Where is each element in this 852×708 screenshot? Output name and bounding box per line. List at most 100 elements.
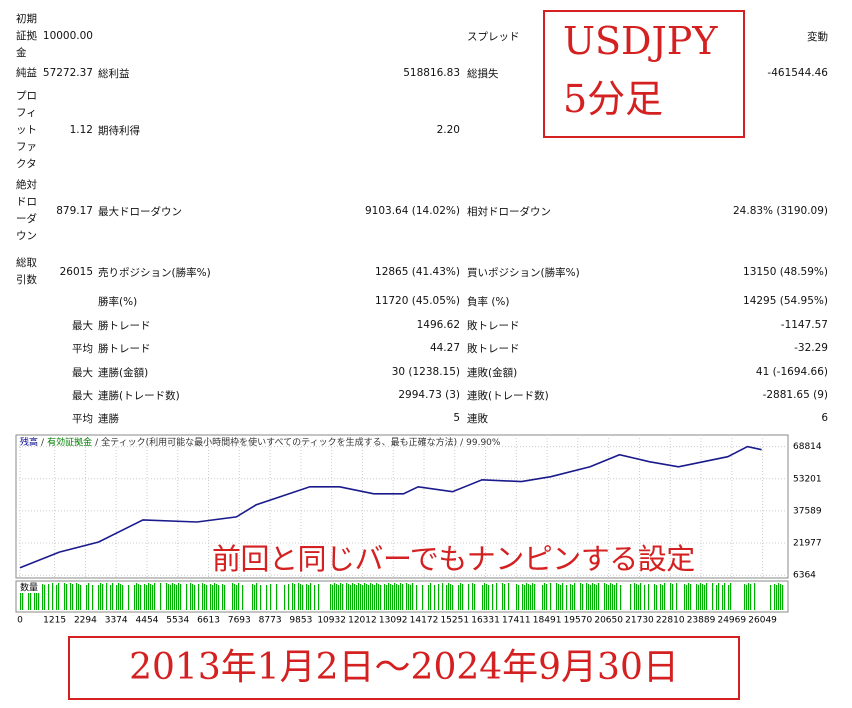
volume-bar xyxy=(128,585,130,610)
x-tick-label: 7693 xyxy=(228,616,251,626)
x-tick-label: 1215 xyxy=(43,616,66,626)
volume-bar xyxy=(562,583,564,610)
volume-bar xyxy=(384,584,386,610)
volume-bar xyxy=(152,585,154,610)
volume-bar xyxy=(28,583,30,610)
volume-bar xyxy=(222,584,224,610)
row-label: 初期証拠金 xyxy=(16,12,37,59)
value: -1147.57 xyxy=(780,319,828,331)
y-tick-label: 6364 xyxy=(793,571,816,581)
volume-bar xyxy=(442,583,444,610)
volume-bar xyxy=(526,583,528,610)
y-tick-label: 21977 xyxy=(793,539,822,549)
volume-bar xyxy=(598,583,600,610)
volume-bar xyxy=(160,583,162,610)
volume-bar xyxy=(206,585,208,610)
volume-bar xyxy=(496,583,498,610)
label: スプレッド xyxy=(467,30,520,43)
volume-bar xyxy=(266,585,268,610)
volume-bar xyxy=(36,584,38,610)
y-tick-label: 37589 xyxy=(793,506,822,516)
volume-bar xyxy=(372,584,374,610)
volume-bar xyxy=(636,584,638,610)
volume-bar xyxy=(474,584,476,610)
y-tick-label: 68814 xyxy=(793,442,822,452)
volume-bar xyxy=(400,583,402,610)
volume-bar xyxy=(342,584,344,610)
row-value: 10000.00 xyxy=(42,30,93,42)
plot-frame xyxy=(15,434,789,579)
volume-bar xyxy=(750,584,752,610)
volume-bar xyxy=(204,584,206,610)
volume-bar xyxy=(34,583,36,610)
label: 敗トレード xyxy=(467,342,520,355)
volume-bar xyxy=(502,583,504,610)
volume-bar xyxy=(684,584,686,610)
volume-bar xyxy=(698,585,700,610)
x-tick-label: 6613 xyxy=(197,616,220,626)
x-tick-label: 0 xyxy=(17,616,23,626)
volume-label-bg xyxy=(18,583,40,593)
volume-bar xyxy=(672,584,674,610)
volume-bar xyxy=(190,583,192,610)
row-value: 57272.37 xyxy=(42,67,93,79)
volume-bar xyxy=(366,584,368,610)
overlay-note: 前回と同じバーでもナンピンする設定 xyxy=(212,542,695,576)
legend-separator: / xyxy=(95,438,99,448)
stats-row: 最大 連勝(トレード数) 2994.73 (3) 連敗(トレード数) -2881.65 … xyxy=(0,385,852,405)
stats-row: 絶対ドローダウン 879.17 最大ドローダウン 9103.64 (14.02%) 相対… xyxy=(0,176,852,246)
volume-bar xyxy=(534,584,536,610)
volume-bar xyxy=(730,583,732,610)
volume-bar xyxy=(202,583,204,610)
value: -461544.46 xyxy=(767,67,828,79)
volume-bar xyxy=(20,585,22,610)
volume-bar xyxy=(776,585,778,610)
value: 24.83% (3190.09) xyxy=(733,205,828,217)
volume-bar xyxy=(180,584,182,610)
volume-bar xyxy=(386,585,388,610)
volume-bar xyxy=(48,584,50,610)
volume-bar xyxy=(236,585,238,610)
volume-bar xyxy=(748,583,750,610)
x-tick-label: 16331 xyxy=(471,616,500,626)
volume-bar xyxy=(430,583,432,610)
value: -2881.65 (9) xyxy=(762,389,828,401)
volume-bar xyxy=(172,583,174,610)
volume-bar xyxy=(354,584,356,610)
volume-bar xyxy=(488,585,490,610)
volume-bar xyxy=(168,584,170,610)
volume-bar xyxy=(472,583,474,610)
volume-bar xyxy=(92,585,94,610)
volume-bar xyxy=(30,584,32,610)
volume-bar xyxy=(194,585,196,610)
volume-bar xyxy=(232,583,234,610)
volume-bar xyxy=(198,584,200,610)
volume-bar xyxy=(348,584,350,610)
volume-bar xyxy=(294,584,296,610)
volume-bar xyxy=(192,584,194,610)
value: 11720 (45.05%) xyxy=(375,295,460,307)
volume-bar xyxy=(712,583,714,610)
volume-bar xyxy=(374,585,376,610)
volume-bar xyxy=(100,583,102,610)
volume-bar xyxy=(580,583,582,610)
volume-bar xyxy=(120,584,122,610)
x-tick-label: 19570 xyxy=(564,616,593,626)
row-value: 最大 xyxy=(72,366,93,379)
volume-bar xyxy=(458,585,460,610)
legend-separator: / xyxy=(41,438,45,448)
volume-bar xyxy=(22,583,24,610)
volume-bar xyxy=(644,585,646,610)
volume-bar xyxy=(256,583,258,610)
label: 相対ドローダウン xyxy=(467,205,551,218)
volume-bar xyxy=(396,584,398,610)
volume-bar xyxy=(52,583,54,610)
volume-bar xyxy=(582,584,584,610)
volume-bar xyxy=(212,585,214,610)
volume-bar xyxy=(778,583,780,610)
label: 売りポジション(勝率%) xyxy=(98,266,211,279)
volume-bar xyxy=(640,583,642,610)
volume-bar xyxy=(754,583,756,610)
volume-bar xyxy=(110,585,112,610)
